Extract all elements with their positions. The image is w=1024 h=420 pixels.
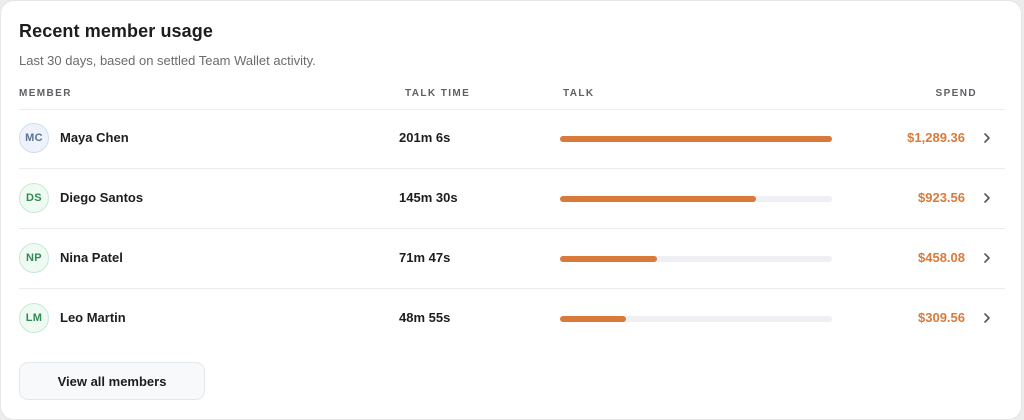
talk-time: 201m 6s — [399, 130, 451, 145]
avatar: LM — [19, 303, 49, 333]
spend-amount: $458.08 — [918, 250, 965, 265]
table-header: MEMBER TALK TIME TALK SPEND — [19, 87, 1005, 110]
talk-time: 71m 47s — [399, 250, 451, 265]
chevron-right-icon[interactable] — [981, 312, 993, 324]
talk-bar-track — [560, 256, 832, 262]
talk-bar-fill — [560, 256, 658, 262]
member-row[interactable]: MC Maya Chen 201m 6s $1,289.36 — [19, 109, 1005, 169]
view-all-members-button[interactable]: View all members — [19, 362, 205, 400]
talk-bar-fill — [560, 316, 627, 322]
spend-amount: $923.56 — [918, 190, 965, 205]
member-name: Nina Patel — [60, 250, 123, 265]
chevron-right-icon[interactable] — [981, 252, 993, 264]
card-title: Recent member usage — [19, 21, 213, 41]
member-row[interactable]: LM Leo Martin 48m 55s $309.56 — [19, 289, 1005, 348]
avatar: DS — [19, 183, 49, 213]
member-list: MC Maya Chen 201m 6s $1,289.36 DS Diego … — [19, 109, 1005, 348]
chevron-right-icon[interactable] — [981, 192, 993, 204]
talk-time: 145m 30s — [399, 190, 458, 205]
column-header-member: MEMBER — [19, 88, 72, 99]
talk-bar-fill — [560, 136, 832, 142]
talk-time: 48m 55s — [399, 310, 451, 325]
spend-amount: $1,289.36 — [907, 130, 965, 145]
member-row[interactable]: DS Diego Santos 145m 30s $923.56 — [19, 169, 1005, 229]
spend-amount: $309.56 — [918, 310, 965, 325]
column-header-talk-time: TALK TIME — [405, 88, 471, 99]
member-row[interactable]: NP Nina Patel 71m 47s $458.08 — [19, 229, 1005, 289]
member-name: Diego Santos — [60, 190, 144, 205]
talk-bar-track — [560, 136, 832, 142]
member-name: Leo Martin — [60, 310, 126, 325]
avatar: NP — [19, 243, 49, 273]
card-subtitle: Last 30 days, based on settled Team Wall… — [19, 53, 316, 68]
talk-bar-track — [560, 316, 832, 322]
avatar: MC — [19, 123, 49, 153]
talk-bar-track — [560, 196, 832, 202]
column-header-talk: TALK — [563, 88, 595, 99]
chevron-right-icon[interactable] — [981, 132, 993, 144]
column-header-spend: SPEND — [935, 88, 977, 99]
talk-bar-fill — [560, 196, 756, 202]
member-name: Maya Chen — [60, 130, 129, 145]
